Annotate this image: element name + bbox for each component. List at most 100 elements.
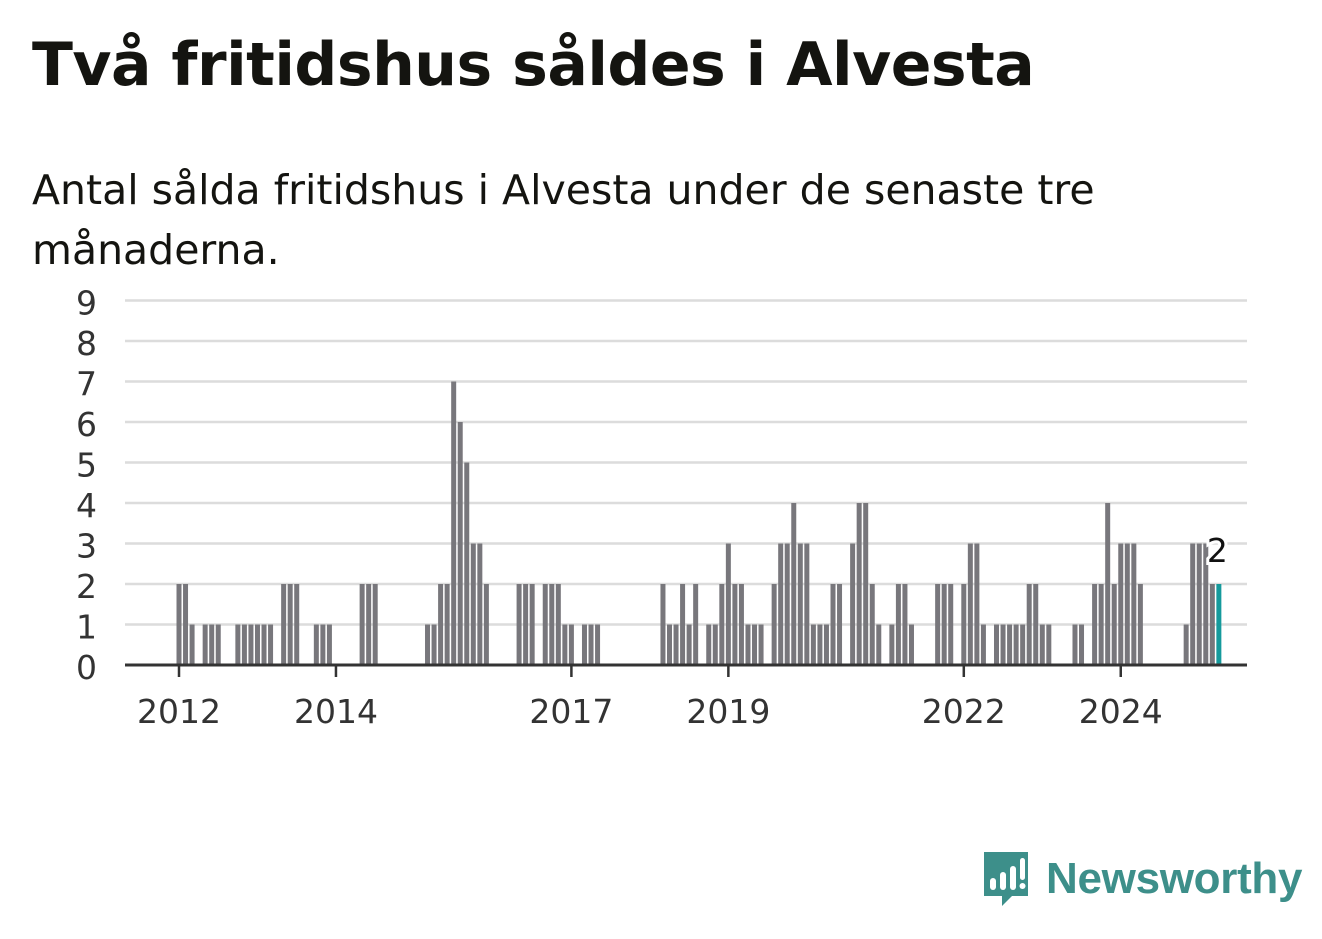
bar bbox=[529, 584, 535, 665]
bar bbox=[326, 624, 332, 665]
bar bbox=[581, 624, 587, 665]
bar bbox=[974, 543, 980, 665]
bar bbox=[254, 624, 260, 665]
bar bbox=[483, 584, 489, 665]
x-tick-label: 2019 bbox=[686, 692, 770, 731]
last-value-annotation: 2 bbox=[1204, 528, 1231, 573]
bar bbox=[758, 624, 764, 665]
bar bbox=[810, 624, 816, 665]
bar bbox=[464, 462, 470, 665]
bar bbox=[771, 584, 777, 665]
bar bbox=[431, 624, 437, 665]
bar bbox=[1131, 543, 1137, 665]
bar bbox=[287, 584, 293, 665]
bar bbox=[732, 584, 738, 665]
bar bbox=[693, 584, 699, 665]
bar bbox=[1000, 624, 1006, 665]
chart-subtitle: Antal sålda fritidshus i Alvesta under d… bbox=[32, 166, 1095, 274]
bar bbox=[752, 624, 758, 665]
y-tick-label: 4 bbox=[76, 486, 97, 525]
bar-highlight bbox=[1216, 584, 1222, 665]
bar bbox=[1124, 543, 1130, 665]
last-value-label: 2 bbox=[1207, 531, 1228, 570]
bar bbox=[1039, 624, 1045, 665]
bar bbox=[1118, 543, 1124, 665]
bar bbox=[994, 624, 999, 665]
bar bbox=[372, 584, 378, 665]
bar bbox=[1105, 503, 1111, 665]
x-tick-label: 2012 bbox=[137, 692, 221, 731]
y-tick-label: 8 bbox=[76, 324, 97, 363]
bar bbox=[791, 503, 797, 665]
bar bbox=[183, 584, 189, 665]
newsworthy-brand: Newsworthy bbox=[980, 848, 1302, 910]
bar bbox=[470, 543, 476, 665]
bar bbox=[797, 543, 803, 665]
x-axis: 2012 2014 2017 2019 2022 2024 bbox=[125, 663, 1247, 731]
bar bbox=[830, 584, 836, 665]
bar bbox=[667, 624, 672, 665]
bar bbox=[673, 624, 679, 665]
bar bbox=[241, 624, 247, 665]
y-tick-label: 7 bbox=[76, 365, 97, 404]
bar bbox=[745, 624, 751, 665]
bar bbox=[706, 624, 712, 665]
bar bbox=[967, 543, 973, 665]
bar bbox=[261, 624, 267, 665]
bar bbox=[209, 624, 215, 665]
bar bbox=[1098, 584, 1104, 665]
bar bbox=[876, 624, 882, 665]
bar bbox=[719, 584, 725, 665]
bar bbox=[568, 624, 574, 665]
bar bbox=[294, 584, 300, 665]
bar bbox=[660, 584, 666, 665]
y-tick-label: 1 bbox=[76, 608, 97, 647]
bar bbox=[1020, 624, 1026, 665]
brand-name: Newsworthy bbox=[1046, 854, 1303, 903]
bar bbox=[1007, 624, 1013, 665]
bar bbox=[1137, 584, 1143, 665]
bar bbox=[941, 584, 947, 665]
bar bbox=[451, 381, 457, 665]
bar bbox=[725, 543, 731, 665]
x-tick-label: 2017 bbox=[529, 692, 613, 731]
bar bbox=[542, 584, 548, 665]
chart-title: Två fritidshus såldes i Alvesta bbox=[32, 30, 1035, 100]
bar bbox=[1033, 584, 1039, 665]
bar bbox=[523, 584, 529, 665]
bar bbox=[738, 584, 744, 665]
bar bbox=[268, 624, 274, 665]
bar bbox=[1196, 543, 1202, 665]
bar bbox=[438, 584, 444, 665]
bar bbox=[176, 584, 182, 665]
bar bbox=[837, 584, 843, 665]
bar bbox=[804, 543, 810, 665]
bar bbox=[248, 624, 254, 665]
bar bbox=[961, 584, 967, 665]
bar bbox=[366, 584, 372, 665]
bar bbox=[1092, 584, 1098, 665]
x-tick-label: 2022 bbox=[922, 692, 1006, 731]
bar bbox=[281, 584, 287, 665]
bar bbox=[516, 584, 522, 665]
bar bbox=[1111, 584, 1117, 665]
bar bbox=[477, 543, 483, 665]
bar bbox=[562, 624, 568, 665]
y-tick-label: 0 bbox=[76, 648, 97, 687]
bar bbox=[320, 624, 326, 665]
bar bbox=[980, 624, 986, 665]
bar bbox=[595, 624, 601, 665]
bar bbox=[1046, 624, 1052, 665]
y-tick-label: 9 bbox=[76, 284, 97, 323]
bar bbox=[1203, 543, 1209, 665]
bar bbox=[680, 584, 686, 665]
bar bbox=[215, 624, 221, 665]
bar bbox=[588, 624, 594, 665]
bar bbox=[823, 624, 829, 665]
gridlines bbox=[125, 299, 1247, 626]
bar bbox=[202, 624, 208, 665]
bar bbox=[425, 624, 431, 665]
bar bbox=[444, 584, 450, 665]
